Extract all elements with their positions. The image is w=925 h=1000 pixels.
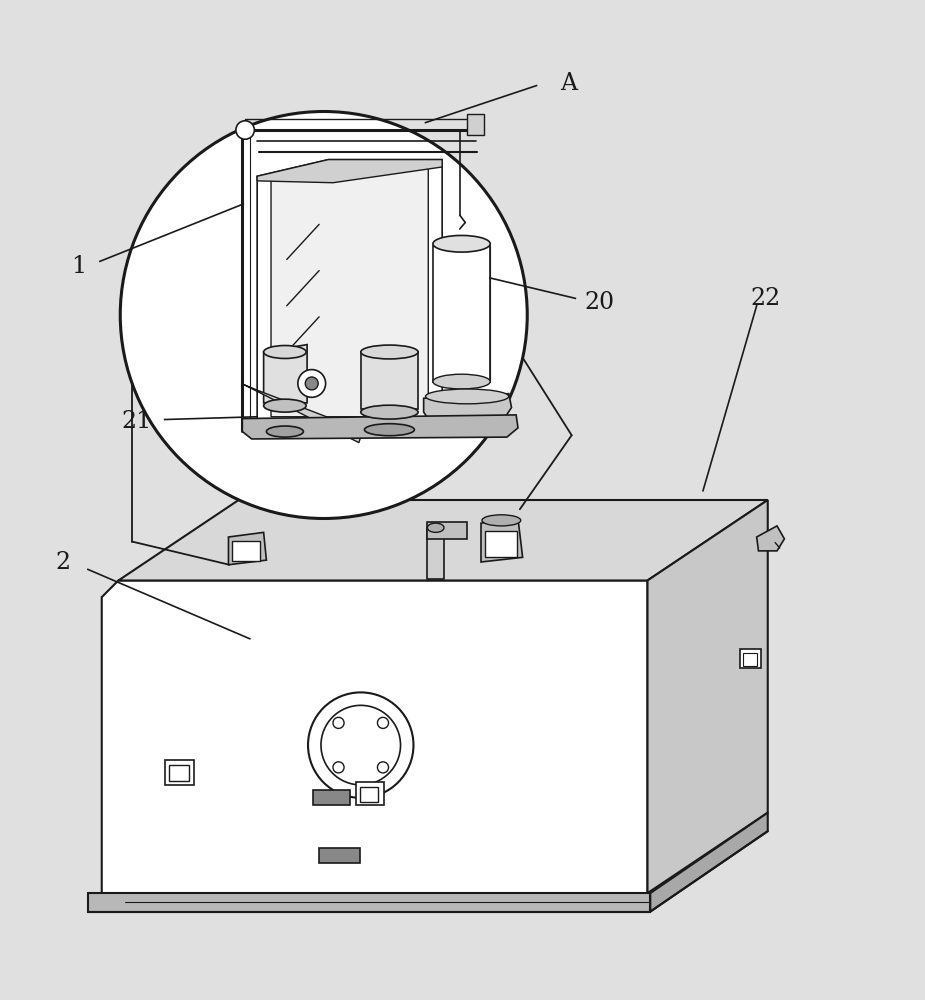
Ellipse shape bbox=[426, 389, 509, 404]
Ellipse shape bbox=[433, 374, 490, 389]
Ellipse shape bbox=[361, 345, 418, 359]
Circle shape bbox=[305, 377, 318, 390]
Circle shape bbox=[333, 762, 344, 773]
Polygon shape bbox=[433, 246, 490, 382]
Circle shape bbox=[236, 121, 254, 139]
Circle shape bbox=[308, 692, 413, 798]
Circle shape bbox=[333, 717, 344, 728]
Polygon shape bbox=[257, 160, 442, 183]
Bar bbox=[467, 114, 484, 135]
Ellipse shape bbox=[364, 424, 414, 436]
Circle shape bbox=[298, 370, 326, 397]
Ellipse shape bbox=[266, 426, 303, 437]
Polygon shape bbox=[264, 345, 307, 403]
Polygon shape bbox=[243, 384, 363, 443]
Polygon shape bbox=[88, 893, 650, 912]
Circle shape bbox=[377, 762, 388, 773]
Text: 22: 22 bbox=[751, 287, 781, 310]
Polygon shape bbox=[242, 415, 518, 439]
Polygon shape bbox=[118, 500, 768, 580]
Text: 20: 20 bbox=[585, 291, 614, 314]
Polygon shape bbox=[424, 394, 512, 421]
Ellipse shape bbox=[427, 523, 444, 532]
Ellipse shape bbox=[433, 235, 490, 252]
Circle shape bbox=[120, 112, 527, 519]
Polygon shape bbox=[481, 518, 523, 562]
Polygon shape bbox=[228, 532, 266, 565]
Ellipse shape bbox=[264, 346, 306, 358]
Circle shape bbox=[377, 717, 388, 728]
Polygon shape bbox=[650, 813, 768, 912]
Bar bbox=[319, 848, 360, 863]
Ellipse shape bbox=[482, 515, 521, 526]
Text: 21: 21 bbox=[122, 410, 152, 433]
Bar bbox=[356, 782, 384, 805]
Polygon shape bbox=[757, 526, 784, 551]
Polygon shape bbox=[427, 522, 467, 539]
Bar bbox=[169, 765, 189, 781]
Ellipse shape bbox=[264, 399, 306, 412]
Bar bbox=[360, 787, 378, 802]
Polygon shape bbox=[361, 352, 418, 409]
Bar bbox=[165, 760, 194, 785]
Text: A: A bbox=[561, 72, 577, 95]
Polygon shape bbox=[427, 528, 444, 579]
Text: 2: 2 bbox=[56, 551, 70, 574]
Bar bbox=[743, 653, 757, 666]
Bar bbox=[740, 649, 761, 668]
Text: 1: 1 bbox=[71, 255, 86, 278]
Polygon shape bbox=[271, 167, 428, 417]
Polygon shape bbox=[648, 500, 768, 893]
Polygon shape bbox=[257, 160, 442, 420]
Ellipse shape bbox=[361, 405, 418, 419]
Bar bbox=[232, 541, 260, 561]
Bar bbox=[313, 790, 350, 805]
Bar bbox=[485, 531, 517, 557]
Polygon shape bbox=[102, 580, 648, 893]
